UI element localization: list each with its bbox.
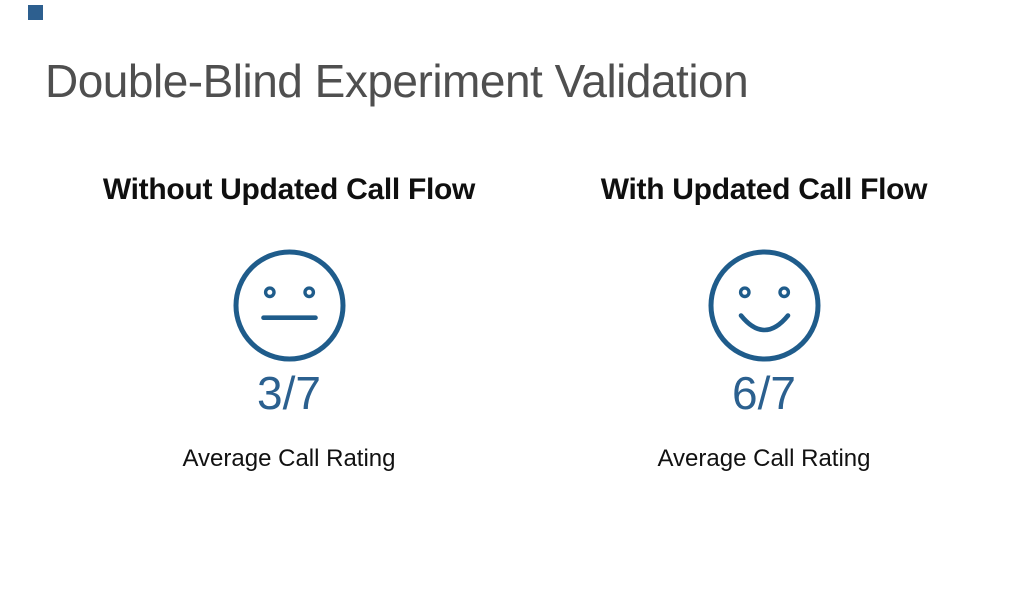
rating-value: 3/7 [257, 367, 321, 419]
rating-value: 6/7 [732, 367, 796, 419]
slide-title: Double-Blind Experiment Validation [45, 55, 749, 107]
column-without-updated-call-flow: Without Updated Call Flow 3/7 Average Ca… [89, 174, 489, 473]
neutral-face-icon [233, 249, 345, 362]
rating-caption: Average Call Rating [182, 445, 396, 472]
happy-face-icon [708, 249, 820, 362]
rating-caption: Average Call Rating [657, 445, 871, 472]
column-with-updated-call-flow: With Updated Call Flow 6/7 Average Call … [564, 174, 964, 473]
slide-accent-square [28, 5, 43, 20]
column-header: With Updated Call Flow [600, 173, 928, 206]
column-header: Without Updated Call Flow [102, 173, 476, 206]
